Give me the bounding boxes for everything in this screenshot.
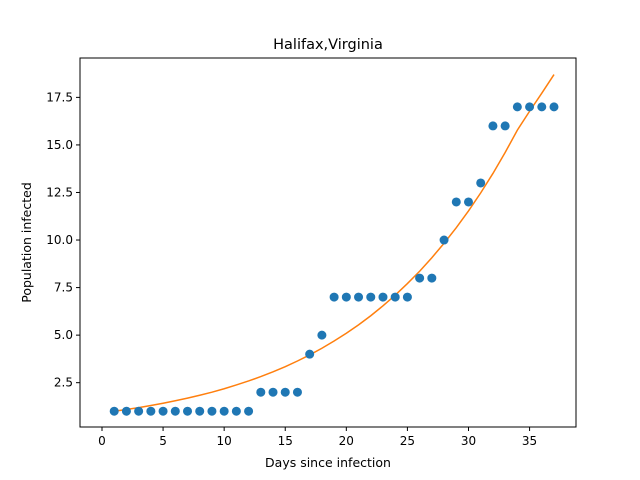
data-point <box>280 387 290 397</box>
data-point <box>537 102 547 112</box>
data-point <box>488 121 498 131</box>
data-point <box>500 121 510 131</box>
x-tick-label: 5 <box>159 434 167 448</box>
series-layer <box>109 74 559 416</box>
data-point <box>366 292 376 302</box>
y-tick-label: 12.5 <box>46 185 73 199</box>
data-point <box>244 406 254 416</box>
data-point <box>427 273 437 283</box>
data-point <box>415 273 425 283</box>
data-point <box>109 406 119 416</box>
plot-frame <box>79 57 577 428</box>
y-axis-ticks: 2.5 5.0 7.5 10.0 12.5 15.0 17.5 <box>46 90 80 390</box>
data-point <box>463 197 473 207</box>
x-tick-label: 35 <box>522 434 537 448</box>
data-point <box>121 406 131 416</box>
y-tick-label: 7.5 <box>54 281 73 295</box>
y-tick-label: 15.0 <box>46 138 73 152</box>
data-point <box>402 292 412 302</box>
data-point <box>170 406 180 416</box>
data-point <box>439 235 449 245</box>
data-point <box>329 292 339 302</box>
fit-line <box>114 74 555 412</box>
x-tick-label: 25 <box>400 434 415 448</box>
data-point <box>231 406 241 416</box>
data-point <box>195 406 205 416</box>
data-point <box>256 387 266 397</box>
data-point <box>341 292 351 302</box>
x-tick-label: 30 <box>461 434 476 448</box>
x-tick-label: 10 <box>217 434 232 448</box>
data-point <box>525 102 535 112</box>
data-point <box>317 330 327 340</box>
data-point <box>158 406 168 416</box>
x-tick-label: 0 <box>98 434 106 448</box>
chart-title: Halifax,Virginia <box>273 37 383 53</box>
data-point <box>390 292 400 302</box>
y-tick-label: 5.0 <box>54 328 73 342</box>
data-point <box>549 102 559 112</box>
data-point <box>476 178 486 188</box>
y-tick-label: 17.5 <box>46 90 73 104</box>
data-point <box>207 406 217 416</box>
data-point <box>134 406 144 416</box>
data-point <box>354 292 364 302</box>
y-tick-label: 10.0 <box>46 233 73 247</box>
y-tick-label: 2.5 <box>54 376 73 390</box>
data-point <box>219 406 229 416</box>
x-axis-ticks: 0 5 10 15 20 25 30 35 <box>98 427 537 448</box>
data-point <box>268 387 278 397</box>
data-point <box>183 406 193 416</box>
x-tick-label: 20 <box>339 434 354 448</box>
x-tick-label: 15 <box>278 434 293 448</box>
data-point <box>512 102 522 112</box>
x-axis-label: Days since infection <box>265 455 391 470</box>
y-axis-label: Population infected <box>19 182 34 303</box>
data-point <box>146 406 156 416</box>
data-point <box>292 387 302 397</box>
data-point <box>451 197 461 207</box>
data-point <box>305 349 315 359</box>
data-point <box>378 292 388 302</box>
